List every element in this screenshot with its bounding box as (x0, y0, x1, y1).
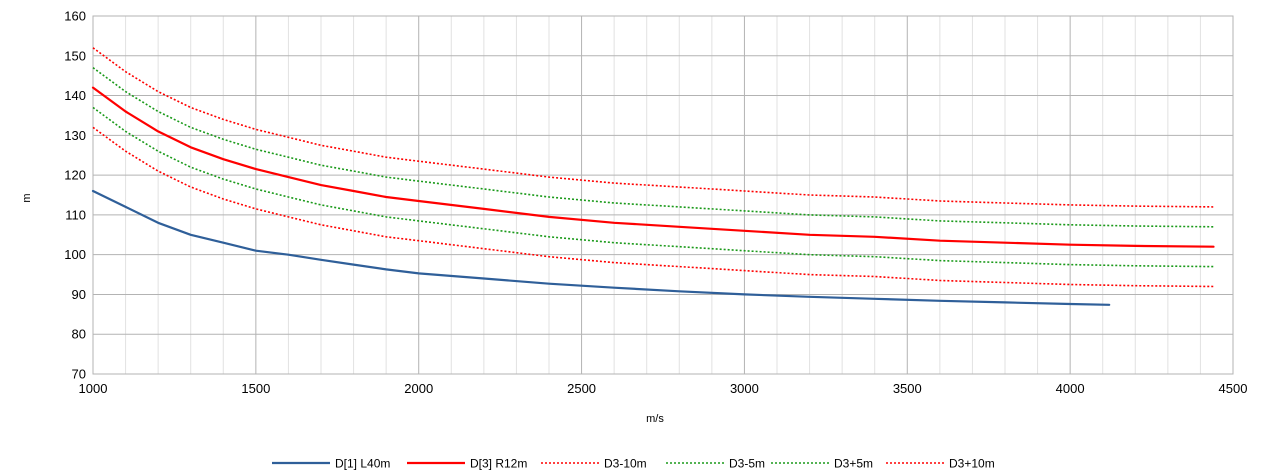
y-tick-label: 100 (64, 247, 86, 262)
x-tick-label: 2500 (567, 381, 596, 396)
y-tick-label: 120 (64, 168, 86, 183)
x-tick-label: 4000 (1056, 381, 1085, 396)
major-gridlines (92, 15, 1234, 375)
x-tick-label: 2000 (404, 381, 433, 396)
y-tick-label: 70 (72, 367, 86, 382)
y-tick-label: 110 (65, 207, 86, 222)
x-axis-title: m/s (646, 413, 664, 425)
x-tick-label: 4500 (1219, 381, 1248, 396)
minor-gridlines (125, 16, 1201, 374)
series-line (92, 67, 1214, 228)
x-axis-tick-labels: 1000 1500 2000 2500 3000 3500 4000 4500 (79, 381, 1248, 396)
x-tick-label: 1000 (79, 381, 108, 396)
y-tick-label: 140 (64, 88, 86, 103)
x-tick-label: 3000 (730, 381, 759, 396)
y-tick-label: 90 (72, 287, 86, 302)
series-line (91, 189, 1111, 306)
y-tick-label: 150 (64, 48, 86, 63)
legend-label: D3-10m (604, 457, 647, 471)
y-axis-tick-labels: 70 80 90 100 110 120 130 140 150 160 (64, 9, 86, 382)
x-tick-label: 3500 (893, 381, 922, 396)
y-axis-title: m (21, 193, 33, 202)
legend: D[1] L40m D[3] R12m D3-10m D3-5m D3+5m D3+10m (272, 457, 995, 471)
series-line (92, 47, 1214, 208)
legend-label: D[1] L40m (335, 457, 390, 471)
series-line (92, 106, 1214, 268)
legend-label: D3+10m (949, 457, 995, 471)
legend-label: D3+5m (834, 457, 873, 471)
series-line (91, 86, 1215, 248)
y-tick-label: 80 (72, 327, 86, 342)
series-line (92, 126, 1214, 288)
y-tick-label: 130 (64, 128, 86, 143)
plot-area-frame (92, 15, 1234, 375)
y-tick-label: 160 (64, 9, 86, 24)
legend-label: D3-5m (729, 457, 765, 471)
x-tick-label: 1500 (241, 381, 270, 396)
series-layer (91, 47, 1215, 306)
legend-label: D[3] R12m (470, 457, 527, 471)
